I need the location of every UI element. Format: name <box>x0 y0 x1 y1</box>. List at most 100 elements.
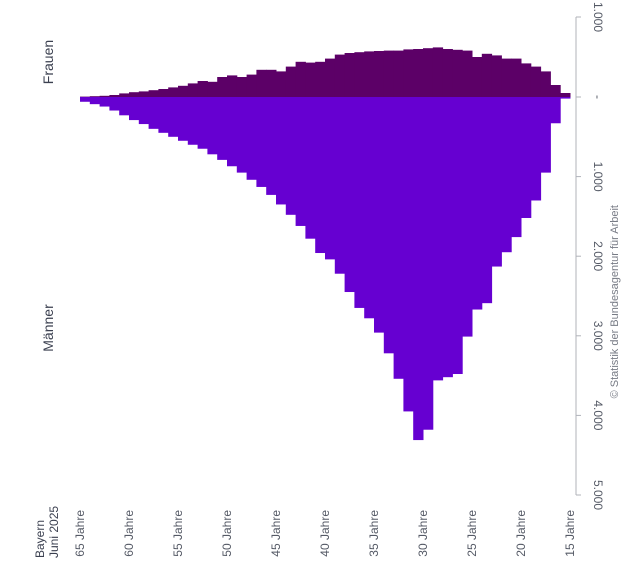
frauen-bar-age-24 <box>481 53 493 97</box>
value-tick-label-3: 2.000 <box>591 241 605 271</box>
frauen-bar-age-20 <box>521 63 532 97</box>
value-axis: 1.000 - 1.000 2.000 3.000 4.000 5.000 <box>575 2 605 510</box>
frauen-bar-age-49 <box>236 77 248 97</box>
frauen-bar-age-59 <box>138 91 150 97</box>
frauen-bar-age-32 <box>403 49 414 97</box>
frauen-bar-age-29 <box>432 47 444 97</box>
maenner-bar-age-32 <box>403 97 414 412</box>
maenner-bar-age-51 <box>217 97 228 160</box>
frauen-bar-age-26 <box>462 50 473 97</box>
maenner-bar-age-23 <box>491 97 502 267</box>
frauen-bar-age-61 <box>119 93 130 97</box>
frauen-bar-age-23 <box>491 55 502 97</box>
frauen-bar-age-43 <box>295 61 306 97</box>
frauen-bar-age-33 <box>393 50 404 97</box>
maenner-bar-age-47 <box>256 97 267 187</box>
maenner-bar-age-53 <box>197 97 208 149</box>
frauen-group-label: Frauen <box>40 40 56 84</box>
maenner-bar-age-57 <box>158 97 169 133</box>
maenner-bar-age-50 <box>227 97 238 167</box>
frauen-bar-age-28 <box>442 49 453 97</box>
maenner-bar-age-61 <box>119 97 130 116</box>
frauen-bar-age-31 <box>413 49 424 97</box>
frauen-bar-age-27 <box>452 49 463 97</box>
age-tick-label-50: 50 Jahre <box>220 510 234 557</box>
maenner-bar-age-36 <box>364 97 375 319</box>
frauen-bar-age-46 <box>266 69 277 97</box>
value-tick-label-1: - <box>591 95 605 99</box>
age-tick-label-35: 35 Jahre <box>367 510 381 557</box>
frauen-bar-age-48 <box>246 74 257 97</box>
frauen-bar-age-21 <box>511 58 522 97</box>
maenner-bar-age-60 <box>129 97 140 121</box>
frauen-bar-age-62 <box>109 95 120 97</box>
maenner-bar-age-28 <box>442 97 453 378</box>
frauen-bar-age-56 <box>168 87 179 97</box>
maenner-bar-age-26 <box>462 97 473 337</box>
maenner-bar-age-39 <box>334 97 346 274</box>
maenner-bar-age-38 <box>344 97 355 293</box>
frauen-bar-age-22 <box>501 58 512 97</box>
maenner-bar-age-18 <box>540 97 551 173</box>
maenner-bar-age-42 <box>305 97 316 239</box>
value-tick-label-5: 4.000 <box>591 400 605 430</box>
frauen-bar-age-40 <box>325 58 336 97</box>
maenner-bar-age-35 <box>374 97 385 333</box>
maenner-bar-age-37 <box>354 97 365 308</box>
maenner-bar-age-58 <box>148 97 159 129</box>
frauen-bar-age-60 <box>129 92 140 97</box>
frauen-bar-age-38 <box>344 53 355 97</box>
maenner-bar-age-41 <box>315 97 326 254</box>
maenner-bar-age-59 <box>138 97 150 125</box>
frauen-bar-age-50 <box>227 75 238 97</box>
age-tick-label-15: 15 Jahre <box>563 510 577 557</box>
frauen-bar-age-39 <box>334 54 346 97</box>
value-tick-label-0: 1.000 <box>591 2 605 32</box>
source-credit: © Statistik der Bundesagentur für Arbeit <box>609 205 621 398</box>
maenner-bar-age-33 <box>393 97 404 379</box>
maenner-bar-age-16 <box>560 97 571 99</box>
maenner-bar-age-27 <box>452 97 463 375</box>
period-label: Juni 2025 <box>47 506 61 558</box>
frauen-bar-age-17 <box>550 85 561 97</box>
frauen-bar-age-47 <box>256 69 267 97</box>
value-tick-label-4: 3.000 <box>591 321 605 351</box>
maenner-bar-age-21 <box>511 97 522 238</box>
maenner-bar-age-65 <box>80 97 91 102</box>
maenner-bar-age-55 <box>178 97 189 141</box>
maenner-bar-age-22 <box>501 97 512 253</box>
frauen-bar-age-34 <box>383 50 395 97</box>
frauen-bar-age-55 <box>178 85 189 97</box>
frauen-bar-age-42 <box>305 62 316 97</box>
age-axis: 65 Jahre 60 Jahre 55 Jahre 50 Jahre 45 Jahre… <box>73 510 577 557</box>
maenner-bar-age-29 <box>432 97 444 381</box>
maenner-bar-age-24 <box>481 97 493 304</box>
frauen-bar-age-44 <box>285 66 297 97</box>
maenner-bar-age-64 <box>89 97 101 105</box>
frauen-bar-age-30 <box>423 48 434 97</box>
maenner-bar-age-45 <box>276 97 287 205</box>
maenner-bar-age-56 <box>168 97 179 137</box>
age-tick-label-65: 65 Jahre <box>73 510 87 557</box>
region-label: Bayern <box>33 520 47 558</box>
frauen-bar-age-41 <box>315 61 326 97</box>
frauen-bar-age-57 <box>158 89 169 97</box>
frauen-bar-age-37 <box>354 52 365 97</box>
age-tick-label-60: 60 Jahre <box>122 510 136 557</box>
frauen-bar-age-18 <box>540 71 551 97</box>
frauen-bar-age-52 <box>207 81 218 97</box>
maenner-bar-age-62 <box>109 97 120 111</box>
frauen-bar-age-64 <box>89 96 101 97</box>
maenner-bar-age-17 <box>550 97 561 124</box>
maenner-bar-age-19 <box>530 97 542 201</box>
maenner-bar-age-46 <box>266 97 277 195</box>
age-tick-label-40: 40 Jahre <box>318 510 332 557</box>
frauen-bar-age-54 <box>187 83 199 97</box>
maenner-bar-age-34 <box>383 97 395 354</box>
frauen-bar-age-35 <box>374 51 385 97</box>
value-tick-label-6: 5.000 <box>591 480 605 510</box>
frauen-bar-age-53 <box>197 81 208 97</box>
maenner-bar-age-54 <box>187 97 199 145</box>
value-tick-label-2: 1.000 <box>591 162 605 192</box>
